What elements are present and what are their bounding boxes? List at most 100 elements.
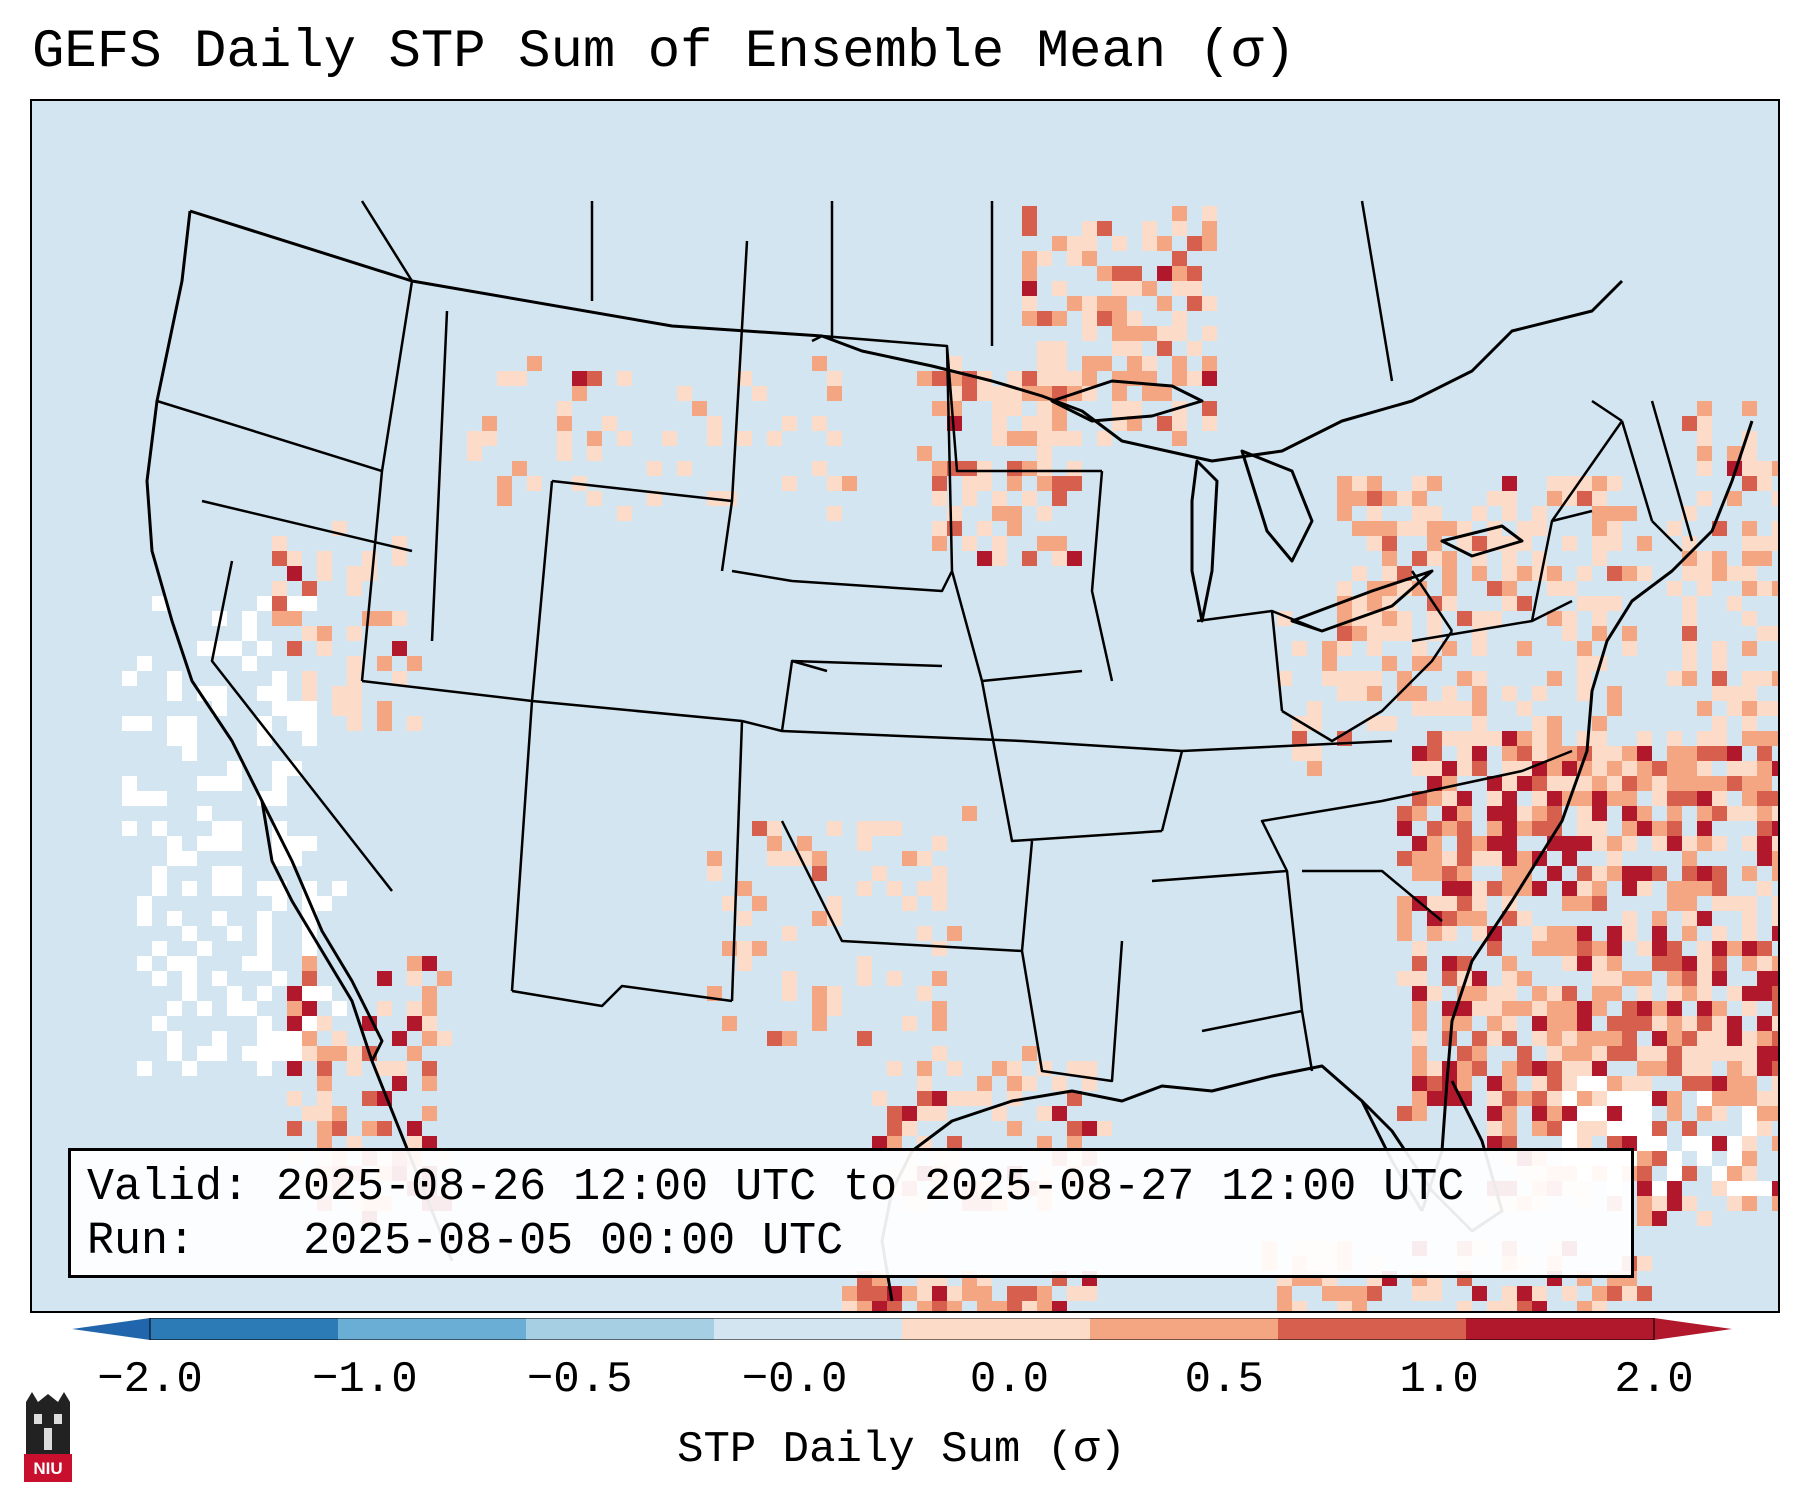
stp-cell: [1547, 731, 1562, 746]
stp-cell: [1712, 1136, 1727, 1151]
stp-cell: [1337, 686, 1352, 701]
stp-cell: [1397, 611, 1412, 626]
stp-cell: [1757, 986, 1772, 1001]
lake-ontario: [1440, 524, 1524, 558]
stp-cell: [1532, 1076, 1547, 1091]
stp-cell: [977, 551, 992, 566]
stp-cell: [1487, 821, 1502, 836]
stp-cell: [1442, 926, 1457, 941]
stp-cell: [1607, 1106, 1622, 1121]
stp-cell: [347, 581, 362, 596]
stp-cell: [1652, 1196, 1667, 1211]
stp-cell: [1637, 1091, 1652, 1106]
stp-cell: [1427, 896, 1442, 911]
stp-cell: [137, 656, 152, 671]
stp-cell: [197, 776, 212, 791]
stp-cell: [1187, 266, 1202, 281]
canada-provinces: [360, 200, 1394, 382]
stp-cell: [1022, 1076, 1037, 1091]
stp-cell: [917, 1106, 932, 1121]
stp-cell: [1457, 1046, 1472, 1061]
stp-cell: [1652, 1151, 1667, 1166]
stp-cell: [1427, 776, 1442, 791]
stp-cell: [362, 611, 377, 626]
stp-cell: [1472, 686, 1487, 701]
east-coast: [1420, 420, 1754, 1212]
stp-cell: [1037, 476, 1052, 491]
stp-cell: [1772, 791, 1778, 806]
stp-cell: [1517, 971, 1532, 986]
stp-cell: [1562, 1031, 1577, 1046]
stp-cell: [242, 656, 257, 671]
stp-cell: [1592, 596, 1607, 611]
stp-cell: [1412, 866, 1427, 881]
stp-cell: [1547, 761, 1562, 776]
stp-cell: [1607, 1076, 1622, 1091]
stp-cell: [1607, 791, 1622, 806]
stp-cell: [1532, 926, 1547, 941]
stp-cell: [1622, 566, 1637, 581]
stp-cell: [1532, 1301, 1547, 1311]
stp-cell: [257, 956, 272, 971]
stp-cell: [1442, 1016, 1457, 1031]
stp-cell: [962, 806, 977, 821]
stp-cell: [1502, 1061, 1517, 1076]
stp-cell: [602, 416, 617, 431]
stp-cell: [1427, 476, 1442, 491]
stp-cell: [1052, 356, 1067, 371]
stp-cell: [557, 401, 572, 416]
stp-cell: [1517, 821, 1532, 836]
stp-cell: [1487, 926, 1502, 941]
stp-cell: [1517, 851, 1532, 866]
stp-cell: [302, 1046, 317, 1061]
stp-cell: [317, 1091, 332, 1106]
stp-cell: [1727, 1181, 1742, 1196]
stp-cell: [1472, 926, 1487, 941]
stp-cell: [257, 911, 272, 926]
stp-cell: [1382, 716, 1397, 731]
stp-cell: [287, 596, 302, 611]
stp-cell: [1352, 476, 1367, 491]
stp-cell: [1472, 1286, 1487, 1301]
map-panel[interactable]: Valid: 2025-08-26 12:00 UTC to 2025-08-2…: [30, 99, 1780, 1313]
stp-cell: [1742, 1061, 1757, 1076]
stp-cell: [1037, 401, 1052, 416]
stp-cell: [272, 821, 287, 836]
stp-cell: [287, 1016, 302, 1031]
stp-cell: [1502, 686, 1517, 701]
stp-cell: [152, 941, 167, 956]
stp-cell: [917, 986, 932, 1001]
stp-cell: [1052, 1076, 1067, 1091]
stp-cell: [1712, 1016, 1727, 1031]
stp-cell: [1427, 701, 1442, 716]
stp-cell: [1742, 731, 1757, 746]
stp-cell: [1427, 536, 1442, 551]
stp-cell: [1727, 1046, 1742, 1061]
valid-value: 2025-08-26 12:00 UTC to 2025-08-27 12:00…: [276, 1162, 1465, 1213]
stp-cell: [1517, 746, 1532, 761]
stp-cell: [902, 896, 917, 911]
stp-cell: [1727, 1136, 1742, 1151]
stp-cell: [1712, 566, 1727, 581]
stp-cell: [1022, 251, 1037, 266]
stp-cell: [1562, 851, 1577, 866]
stp-cell: [1667, 581, 1682, 596]
stp-cell: [1712, 791, 1727, 806]
stp-cell: [197, 941, 212, 956]
stp-cell: [1412, 761, 1427, 776]
stp-cell: [1202, 296, 1217, 311]
stp-cell: [1532, 1001, 1547, 1016]
stp-cell: [887, 1136, 902, 1151]
stp-cell: [1412, 746, 1427, 761]
stp-cell: [1382, 491, 1397, 506]
stp-cell: [1592, 491, 1607, 506]
stp-cell: [1682, 956, 1697, 971]
west-coast: [145, 210, 454, 1262]
stp-cell: [512, 461, 527, 476]
stp-cell: [257, 986, 272, 1001]
stp-cell: [1772, 1046, 1778, 1061]
stp-cell: [1652, 866, 1667, 881]
stp-cell: [287, 1001, 302, 1016]
stp-cell: [317, 551, 332, 566]
stp-cell: [1457, 701, 1472, 716]
